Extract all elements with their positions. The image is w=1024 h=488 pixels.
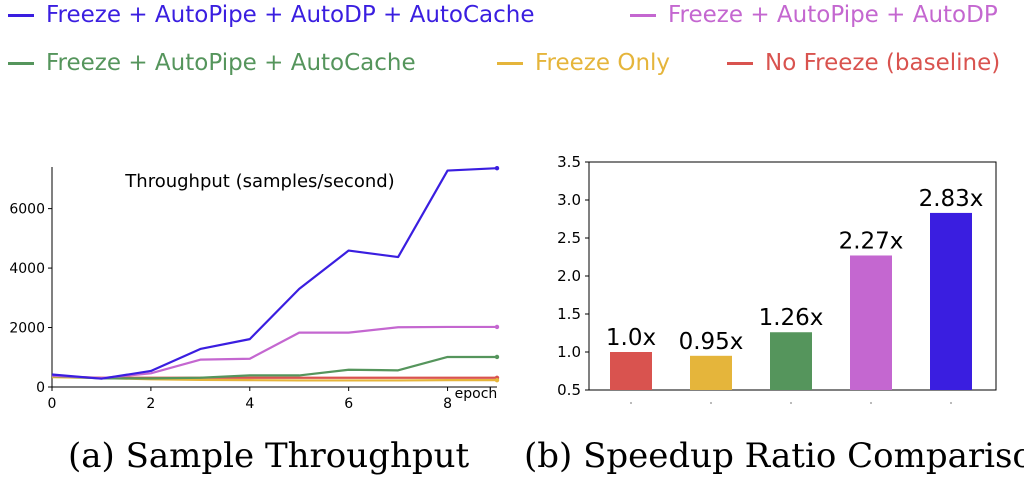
series-end-point	[494, 165, 500, 171]
x-tick-label: 6	[344, 396, 353, 412]
legend-swatch	[727, 61, 753, 65]
y-tick-label: 1.5	[557, 305, 581, 323]
bar-value-label: 0.95x	[679, 329, 744, 355]
bar	[850, 255, 892, 390]
y-tick-label: 4000	[9, 261, 45, 277]
y-tick-label: 0	[36, 380, 45, 396]
y-tick-label: 3.0	[557, 191, 581, 209]
series-end-point	[494, 377, 500, 383]
bar-value-label: 2.83x	[919, 186, 984, 212]
legend-swatch	[8, 13, 34, 17]
series-line	[51, 325, 497, 380]
y-tick-label: 1.0	[557, 343, 581, 361]
bar-value-label: 1.26x	[759, 305, 824, 331]
y-tick-label: 0.5	[557, 381, 581, 399]
speedup-bar-chart: 0.5 1.0 1.5 2.0 2.5 3.0 3.5 1.0x 0.95x 1.26x 2.27x…	[557, 153, 997, 404]
legend-item: No Freeze (baseline)	[727, 50, 1000, 76]
bar	[770, 332, 812, 390]
series-line	[51, 167, 498, 380]
legend-label: Freeze Only	[535, 50, 671, 76]
bar-value-label: 1.0x	[606, 325, 656, 351]
legend-item: Freeze + AutoPipe + AutoDP	[630, 2, 998, 28]
series-line	[51, 355, 497, 380]
caption-speedup-ratio: (b) Speedup Ratio Comparison	[524, 436, 1024, 476]
series-end-point	[494, 324, 500, 330]
x-tick-label: 4	[245, 396, 254, 412]
legend-item: Freeze + AutoPipe + AutoCache	[8, 50, 416, 76]
x-tick-label: 0	[48, 396, 57, 412]
y-tick-label: 2.5	[557, 229, 581, 247]
y-tick-label: 2000	[9, 321, 45, 337]
bar	[930, 212, 972, 390]
x-tick-label: 2	[146, 396, 155, 412]
legend-label: Freeze + AutoPipe + AutoCache	[46, 50, 416, 76]
y-tick-label: 3.5	[557, 153, 581, 171]
chart-title: Throughput (samples/second)	[124, 171, 394, 192]
legend-item: Freeze + AutoPipe + AutoDP + AutoCache	[8, 2, 535, 28]
legend-swatch	[630, 13, 656, 17]
x-axis-label: epoch	[455, 386, 498, 402]
x-tick-label: 8	[443, 396, 452, 412]
legend-item: Freeze Only	[497, 50, 670, 76]
legend-swatch	[497, 61, 523, 65]
bar	[610, 352, 652, 390]
y-tick-label: 6000	[9, 202, 45, 218]
legend-label: Freeze + AutoPipe + AutoDP	[668, 2, 998, 28]
caption-sample-throughput: (a) Sample Throughput	[68, 436, 470, 476]
bar-value-label: 2.27x	[839, 228, 904, 254]
legend-swatch	[8, 61, 34, 65]
y-tick-label: 2.0	[557, 267, 581, 285]
throughput-line-chart: 0 2000 4000 6000 0 2 4 6 8 Throughput (samples/se…	[9, 165, 500, 412]
series-end-point	[494, 354, 500, 360]
legend-label: No Freeze (baseline)	[765, 50, 1001, 76]
legend-label: Freeze + AutoPipe + AutoDP + AutoCache	[46, 2, 535, 28]
bar	[690, 355, 732, 390]
